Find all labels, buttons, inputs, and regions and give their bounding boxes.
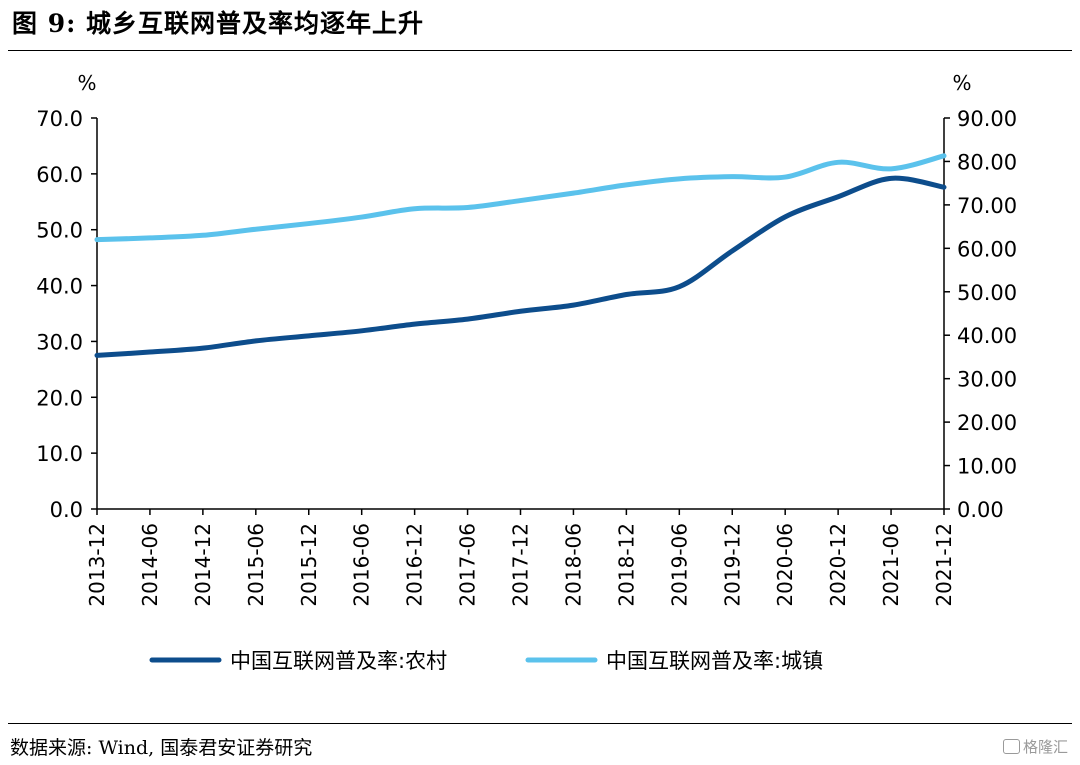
left-axis-tick-label: 40.0: [36, 275, 83, 299]
watermark: 格隆汇: [1002, 736, 1068, 757]
x-axis-tick-label: 2014-12: [191, 523, 215, 607]
title-divider: [8, 50, 1072, 51]
right-axis-tick-label: 70.00: [957, 194, 1017, 218]
legend-label-urban: 中国互联网普及率:城镇: [606, 649, 823, 673]
footer-divider: [8, 723, 1072, 724]
x-axis-tick-label: 2018-06: [561, 523, 585, 607]
x-axis-tick-label: 2016-06: [350, 523, 374, 607]
x-axis-tick-label: 2020-06: [773, 523, 797, 607]
x-axis-tick-label: 2016-12: [403, 523, 427, 607]
figure-title: 图 9: 城乡互联网普及率均逐年上升: [12, 9, 425, 38]
left-axis-tick-label: 50.0: [36, 219, 83, 243]
left-axis-tick-label: 30.0: [36, 330, 83, 354]
x-axis-tick-label: 2021-12: [932, 523, 956, 607]
x-axis-tick-label: 2018-12: [614, 523, 638, 607]
series-lines: [94, 153, 947, 358]
x-axis-tick-label: 2021-06: [879, 523, 903, 607]
data-source-note: 数据来源: Wind, 国泰君安证券研究: [10, 737, 313, 759]
right-axis-tick-label: 10.00: [957, 455, 1017, 479]
x-axis-tick-label: 2015-12: [297, 523, 321, 607]
series-line-urban: [94, 153, 947, 243]
series-line-rural: [94, 175, 947, 358]
x-axis-tick-label: 2017-06: [456, 523, 480, 607]
right-axis-tick-label: 90.00: [957, 107, 1017, 131]
x-axis-tick-label: 2015-06: [244, 523, 268, 607]
right-axis-unit: %: [952, 71, 971, 95]
watermark-text: 格隆汇: [1022, 738, 1068, 756]
right-axis-tick-label: 60.00: [957, 237, 1017, 261]
x-axis-tick-label: 2013-12: [85, 523, 109, 607]
left-axis-tick-label: 20.0: [36, 386, 83, 410]
right-axis-tick-label: 80.00: [957, 150, 1017, 174]
axes: % % 0.0 10.0 20.0 30.0 40.0 50.0 60.0 70.0 0.00 10.…: [36, 71, 1017, 607]
x-axis-tick-label: 2017-12: [509, 523, 533, 607]
right-axis-tick-label: 40.00: [957, 324, 1017, 348]
left-axis-tick-label: 60.0: [36, 163, 83, 187]
right-axis-tick-label: 20.00: [957, 411, 1017, 435]
legend: 中国互联网普及率:农村 中国互联网普及率:城镇: [149, 649, 823, 673]
line-chart: % % 0.0 10.0 20.0 30.0 40.0 50.0 60.0 70.0 0.00 10.…: [36, 71, 1017, 673]
left-axis-unit: %: [77, 71, 96, 95]
left-axis-tick-label: 10.0: [36, 442, 83, 466]
x-axis-tick-label: 2014-06: [138, 523, 162, 607]
left-axis-tick-label: 0.0: [50, 498, 83, 522]
right-axis-tick-label: 50.00: [957, 281, 1017, 305]
legend-label-rural: 中国互联网普及率:农村: [230, 649, 447, 673]
x-axis-tick-label: 2020-12: [826, 523, 850, 607]
right-axis-tick-label: 30.00: [957, 368, 1017, 392]
watermark-logo-icon: [1002, 739, 1020, 754]
right-axis-tick-label: 0.00: [957, 498, 1004, 522]
x-axis-tick-label: 2019-06: [667, 523, 691, 607]
left-axis-tick-label: 70.0: [36, 107, 83, 131]
x-axis-tick-label: 2019-12: [720, 523, 744, 607]
